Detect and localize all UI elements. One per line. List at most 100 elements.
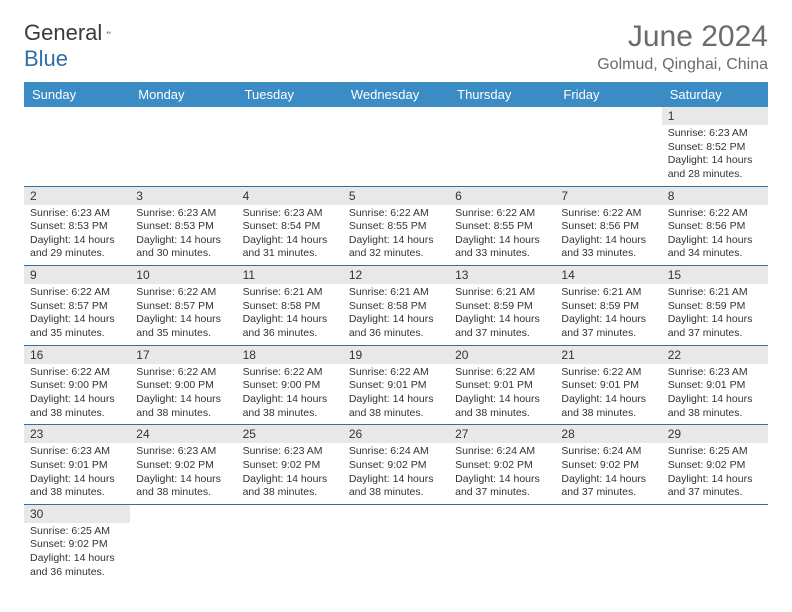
- day-data: Sunrise: 6:24 AMSunset: 9:02 PMDaylight:…: [555, 443, 661, 504]
- calendar-cell: [237, 504, 343, 583]
- day-data: Sunrise: 6:24 AMSunset: 9:02 PMDaylight:…: [449, 443, 555, 504]
- day-number: 22: [662, 346, 768, 364]
- calendar-cell: 11Sunrise: 6:21 AMSunset: 8:58 PMDayligh…: [237, 266, 343, 346]
- day-number: 30: [24, 505, 130, 523]
- calendar-cell: 10Sunrise: 6:22 AMSunset: 8:57 PMDayligh…: [130, 266, 236, 346]
- day-data: Sunrise: 6:23 AMSunset: 9:01 PMDaylight:…: [662, 364, 768, 425]
- calendar-cell: 16Sunrise: 6:22 AMSunset: 9:00 PMDayligh…: [24, 345, 130, 425]
- calendar-cell: 27Sunrise: 6:24 AMSunset: 9:02 PMDayligh…: [449, 425, 555, 505]
- day-data: Sunrise: 6:22 AMSunset: 9:01 PMDaylight:…: [555, 364, 661, 425]
- calendar-cell: [449, 107, 555, 186]
- day-data: Sunrise: 6:23 AMSunset: 9:02 PMDaylight:…: [130, 443, 236, 504]
- calendar-cell: [343, 504, 449, 583]
- day-number: 9: [24, 266, 130, 284]
- day-number: 23: [24, 425, 130, 443]
- calendar-table: SundayMondayTuesdayWednesdayThursdayFrid…: [24, 82, 768, 583]
- calendar-cell: 9Sunrise: 6:22 AMSunset: 8:57 PMDaylight…: [24, 266, 130, 346]
- page-header: General June 2024 Golmud, Qinghai, China: [24, 20, 768, 74]
- calendar-cell: 17Sunrise: 6:22 AMSunset: 9:00 PMDayligh…: [130, 345, 236, 425]
- calendar-cell: 1Sunrise: 6:23 AMSunset: 8:52 PMDaylight…: [662, 107, 768, 186]
- calendar-cell: 2Sunrise: 6:23 AMSunset: 8:53 PMDaylight…: [24, 186, 130, 266]
- day-data: Sunrise: 6:22 AMSunset: 9:01 PMDaylight:…: [343, 364, 449, 425]
- calendar-cell: 19Sunrise: 6:22 AMSunset: 9:01 PMDayligh…: [343, 345, 449, 425]
- day-number: 26: [343, 425, 449, 443]
- calendar-cell: 24Sunrise: 6:23 AMSunset: 9:02 PMDayligh…: [130, 425, 236, 505]
- day-number: 3: [130, 187, 236, 205]
- calendar-header-row: SundayMondayTuesdayWednesdayThursdayFrid…: [24, 82, 768, 107]
- day-number: 24: [130, 425, 236, 443]
- day-data: Sunrise: 6:23 AMSunset: 8:53 PMDaylight:…: [24, 205, 130, 266]
- day-data: Sunrise: 6:21 AMSunset: 8:58 PMDaylight:…: [343, 284, 449, 345]
- day-number: 6: [449, 187, 555, 205]
- day-data: Sunrise: 6:23 AMSunset: 8:54 PMDaylight:…: [237, 205, 343, 266]
- calendar-cell: [24, 107, 130, 186]
- day-number: 12: [343, 266, 449, 284]
- calendar-cell: [343, 107, 449, 186]
- weekday-header: Thursday: [449, 82, 555, 107]
- weekday-header: Wednesday: [343, 82, 449, 107]
- brand-logo: General: [24, 20, 134, 46]
- brand-part1: General: [24, 20, 102, 46]
- day-data: Sunrise: 6:22 AMSunset: 8:55 PMDaylight:…: [343, 205, 449, 266]
- weekday-header: Friday: [555, 82, 661, 107]
- day-data: Sunrise: 6:22 AMSunset: 8:56 PMDaylight:…: [555, 205, 661, 266]
- calendar-body: 1Sunrise: 6:23 AMSunset: 8:52 PMDaylight…: [24, 107, 768, 583]
- brand-part2: Blue: [24, 46, 68, 72]
- day-data: Sunrise: 6:21 AMSunset: 8:59 PMDaylight:…: [449, 284, 555, 345]
- calendar-cell: 28Sunrise: 6:24 AMSunset: 9:02 PMDayligh…: [555, 425, 661, 505]
- calendar-cell: 3Sunrise: 6:23 AMSunset: 8:53 PMDaylight…: [130, 186, 236, 266]
- day-number: 10: [130, 266, 236, 284]
- calendar-cell: 25Sunrise: 6:23 AMSunset: 9:02 PMDayligh…: [237, 425, 343, 505]
- calendar-cell: [555, 504, 661, 583]
- day-number: 27: [449, 425, 555, 443]
- page-title: June 2024: [597, 20, 768, 54]
- day-number: 7: [555, 187, 661, 205]
- calendar-cell: 21Sunrise: 6:22 AMSunset: 9:01 PMDayligh…: [555, 345, 661, 425]
- weekday-header: Monday: [130, 82, 236, 107]
- day-data: Sunrise: 6:21 AMSunset: 8:59 PMDaylight:…: [555, 284, 661, 345]
- calendar-cell: [662, 504, 768, 583]
- day-number: 29: [662, 425, 768, 443]
- weekday-header: Tuesday: [237, 82, 343, 107]
- calendar-cell: 20Sunrise: 6:22 AMSunset: 9:01 PMDayligh…: [449, 345, 555, 425]
- day-number: 8: [662, 187, 768, 205]
- calendar-cell: 8Sunrise: 6:22 AMSunset: 8:56 PMDaylight…: [662, 186, 768, 266]
- day-number: 11: [237, 266, 343, 284]
- day-data: Sunrise: 6:21 AMSunset: 8:58 PMDaylight:…: [237, 284, 343, 345]
- day-data: Sunrise: 6:22 AMSunset: 9:00 PMDaylight:…: [130, 364, 236, 425]
- day-number: 16: [24, 346, 130, 364]
- day-data: Sunrise: 6:22 AMSunset: 9:00 PMDaylight:…: [237, 364, 343, 425]
- day-data: Sunrise: 6:22 AMSunset: 8:56 PMDaylight:…: [662, 205, 768, 266]
- day-data: Sunrise: 6:23 AMSunset: 8:52 PMDaylight:…: [662, 125, 768, 186]
- day-data: Sunrise: 6:23 AMSunset: 9:02 PMDaylight:…: [237, 443, 343, 504]
- weekday-header: Sunday: [24, 82, 130, 107]
- calendar-cell: 14Sunrise: 6:21 AMSunset: 8:59 PMDayligh…: [555, 266, 661, 346]
- day-number: 19: [343, 346, 449, 364]
- day-number: 18: [237, 346, 343, 364]
- calendar-cell: 18Sunrise: 6:22 AMSunset: 9:00 PMDayligh…: [237, 345, 343, 425]
- day-data: Sunrise: 6:22 AMSunset: 9:00 PMDaylight:…: [24, 364, 130, 425]
- calendar-cell: 4Sunrise: 6:23 AMSunset: 8:54 PMDaylight…: [237, 186, 343, 266]
- title-block: June 2024 Golmud, Qinghai, China: [597, 20, 768, 74]
- calendar-cell: [130, 504, 236, 583]
- calendar-cell: 15Sunrise: 6:21 AMSunset: 8:59 PMDayligh…: [662, 266, 768, 346]
- day-number: 28: [555, 425, 661, 443]
- calendar-cell: 23Sunrise: 6:23 AMSunset: 9:01 PMDayligh…: [24, 425, 130, 505]
- day-data: Sunrise: 6:22 AMSunset: 9:01 PMDaylight:…: [449, 364, 555, 425]
- calendar-cell: 26Sunrise: 6:24 AMSunset: 9:02 PMDayligh…: [343, 425, 449, 505]
- calendar-cell: 5Sunrise: 6:22 AMSunset: 8:55 PMDaylight…: [343, 186, 449, 266]
- calendar-cell: 22Sunrise: 6:23 AMSunset: 9:01 PMDayligh…: [662, 345, 768, 425]
- day-data: Sunrise: 6:25 AMSunset: 9:02 PMDaylight:…: [24, 523, 130, 584]
- calendar-cell: [449, 504, 555, 583]
- day-number: 20: [449, 346, 555, 364]
- day-data: Sunrise: 6:22 AMSunset: 8:55 PMDaylight:…: [449, 205, 555, 266]
- calendar-cell: 30Sunrise: 6:25 AMSunset: 9:02 PMDayligh…: [24, 504, 130, 583]
- day-data: Sunrise: 6:22 AMSunset: 8:57 PMDaylight:…: [130, 284, 236, 345]
- calendar-cell: 7Sunrise: 6:22 AMSunset: 8:56 PMDaylight…: [555, 186, 661, 266]
- day-data: Sunrise: 6:23 AMSunset: 9:01 PMDaylight:…: [24, 443, 130, 504]
- calendar-cell: 12Sunrise: 6:21 AMSunset: 8:58 PMDayligh…: [343, 266, 449, 346]
- calendar-cell: 29Sunrise: 6:25 AMSunset: 9:02 PMDayligh…: [662, 425, 768, 505]
- day-number: 4: [237, 187, 343, 205]
- day-data: Sunrise: 6:24 AMSunset: 9:02 PMDaylight:…: [343, 443, 449, 504]
- day-number: 21: [555, 346, 661, 364]
